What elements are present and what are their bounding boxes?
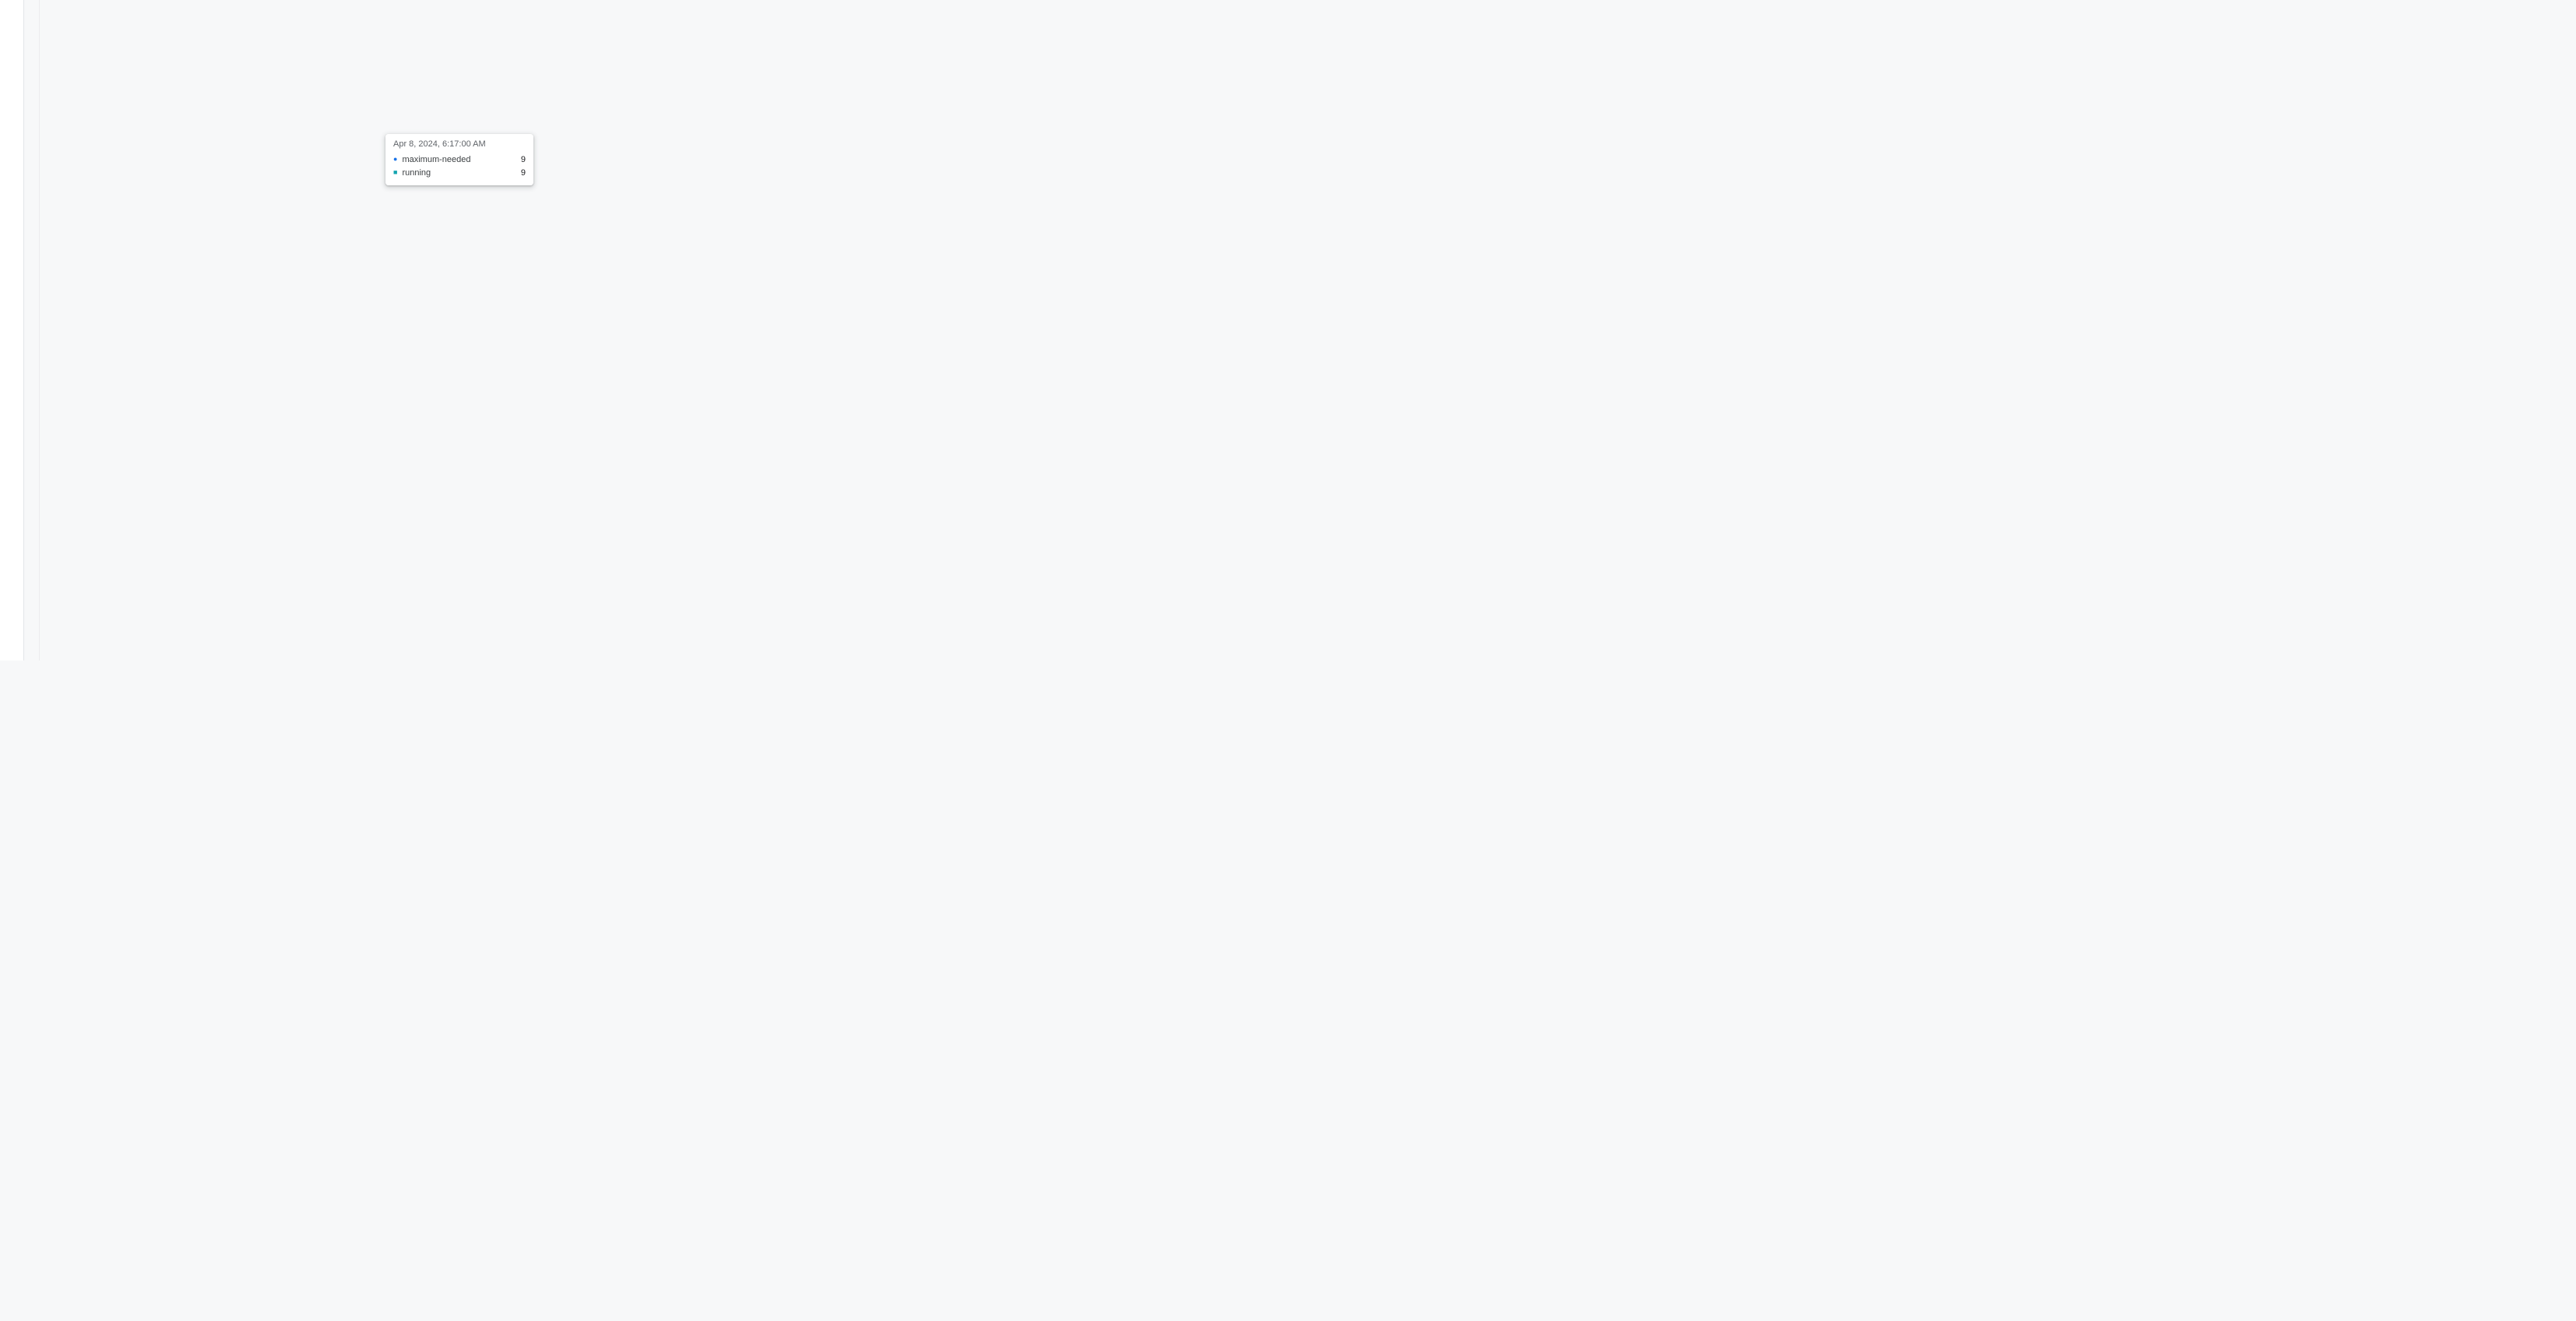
chart-tooltip: Apr 8, 2024, 6:17:00 AM ● maximum-needed… xyxy=(385,134,533,185)
left-nav-sidebar xyxy=(0,0,24,660)
tooltip-row: ● maximum-needed 9 xyxy=(393,153,526,166)
tooltip-row: ■ running 9 xyxy=(393,166,526,179)
tooltip-series-label: maximum-needed xyxy=(402,154,471,164)
tooltip-series-value: 9 xyxy=(520,167,526,178)
circle-marker-icon: ● xyxy=(393,155,398,163)
tooltip-series-value: 9 xyxy=(520,154,526,164)
tooltip-timestamp: Apr 8, 2024, 6:17:00 AM xyxy=(393,139,486,149)
tooltip-series-label: running xyxy=(402,167,431,178)
square-marker-icon: ■ xyxy=(393,168,398,176)
content-divider xyxy=(39,0,40,660)
